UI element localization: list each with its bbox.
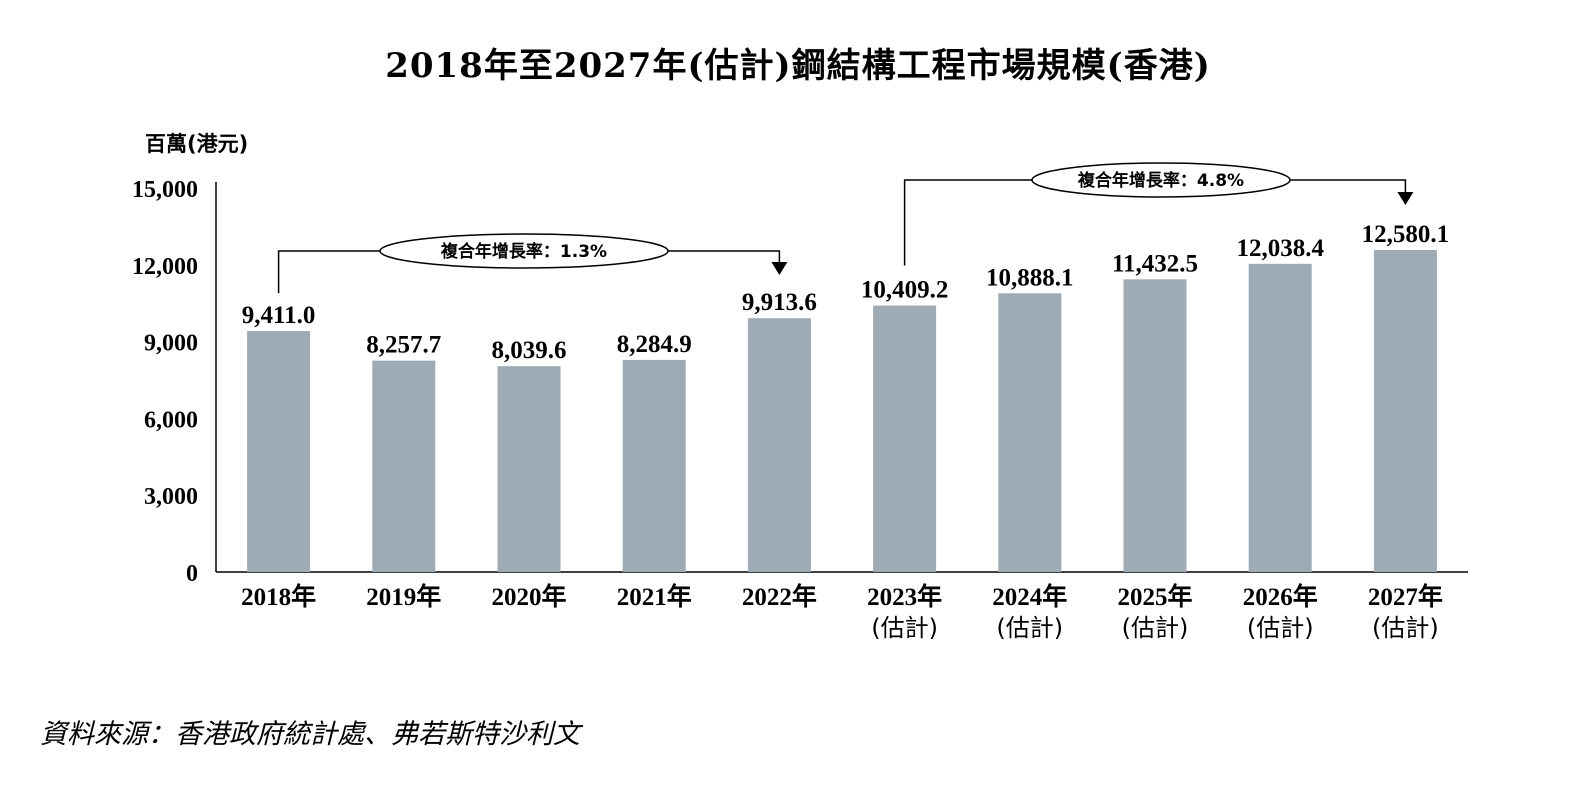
arrow-head: [1397, 192, 1414, 205]
y-tick-label: 6,000: [144, 407, 198, 433]
x-tick-label: 2019年: [366, 582, 441, 611]
y-axis-label: 百萬(港元): [145, 132, 248, 156]
cagr-label: 複合年增長率：1.3%: [440, 241, 607, 262]
x-tick-label: 2026年: [1243, 582, 1318, 611]
x-tick-sublabel: (估計): [1247, 614, 1314, 642]
data-label: 8,257.7: [366, 332, 441, 359]
data-label: 9,411.0: [242, 302, 316, 329]
x-tick-label: 2020年: [491, 582, 566, 611]
data-label: 12,038.4: [1236, 235, 1324, 262]
axes: 0 3,000 6,000 9,000 12,000 15,000: [132, 177, 1468, 587]
y-tick-label: 12,000: [132, 254, 198, 280]
bar: [622, 359, 686, 572]
bar: [998, 293, 1062, 572]
cagr-label: 複合年增長率：4.8%: [1077, 170, 1244, 191]
bar: [1248, 263, 1312, 572]
data-label: 10,409.2: [861, 277, 949, 304]
x-tick-sublabel: (估計): [996, 614, 1063, 642]
arrow-head: [771, 262, 788, 275]
bar-chart: 百萬(港元) 0 3,000 6,000 9,000 12,000 15,000 9,41…: [132, 132, 1468, 642]
x-tick-label: 2022年: [742, 582, 817, 611]
bar: [497, 366, 561, 572]
x-tick-label: 2025年: [1117, 582, 1192, 611]
x-tick-label: 2021年: [617, 582, 692, 611]
y-tick-label: 3,000: [144, 484, 198, 510]
y-tick-label: 9,000: [144, 331, 198, 357]
bar: [1123, 279, 1187, 572]
source-note: 資料來源：香港政府統計處、弗若斯特沙利文: [40, 719, 580, 750]
bar: [247, 331, 311, 572]
data-label: 9,913.6: [742, 289, 817, 316]
data-label: 11,432.5: [1112, 250, 1198, 277]
y-tick-label: 15,000: [132, 177, 198, 203]
x-tick-label: 2024年: [992, 582, 1067, 611]
bar: [372, 360, 436, 572]
bar: [873, 305, 937, 572]
x-tick-label: 2027年: [1368, 582, 1443, 611]
data-label: 12,580.1: [1362, 221, 1450, 248]
chart-title: 2018年至2027年(估計)鋼結構工程市場規模(香港): [385, 46, 1211, 86]
x-tick-sublabel: (估計): [1122, 614, 1189, 642]
cagr-bubble: [379, 233, 669, 269]
data-label: 8,039.6: [492, 337, 567, 364]
labels: 9,411.0 2018年 8,257.7 2019年 8,039.6 2020年 8,28…: [241, 221, 1449, 642]
y-tick-label: 0: [186, 561, 198, 587]
bars: [247, 249, 1437, 572]
x-tick-label: 2023年: [867, 582, 942, 611]
bar: [1373, 249, 1437, 572]
bar: [747, 318, 811, 572]
x-tick-label: 2018年: [241, 582, 316, 611]
data-label: 10,888.1: [986, 264, 1074, 291]
cagr-annotations: 複合年增長率：1.3% 複合年增長率：4.8%: [277, 162, 1414, 294]
cagr-bubble: [1031, 162, 1291, 198]
x-tick-sublabel: (估計): [1372, 614, 1439, 642]
x-tick-sublabel: (估計): [871, 614, 938, 642]
data-label: 8,284.9: [617, 331, 692, 358]
